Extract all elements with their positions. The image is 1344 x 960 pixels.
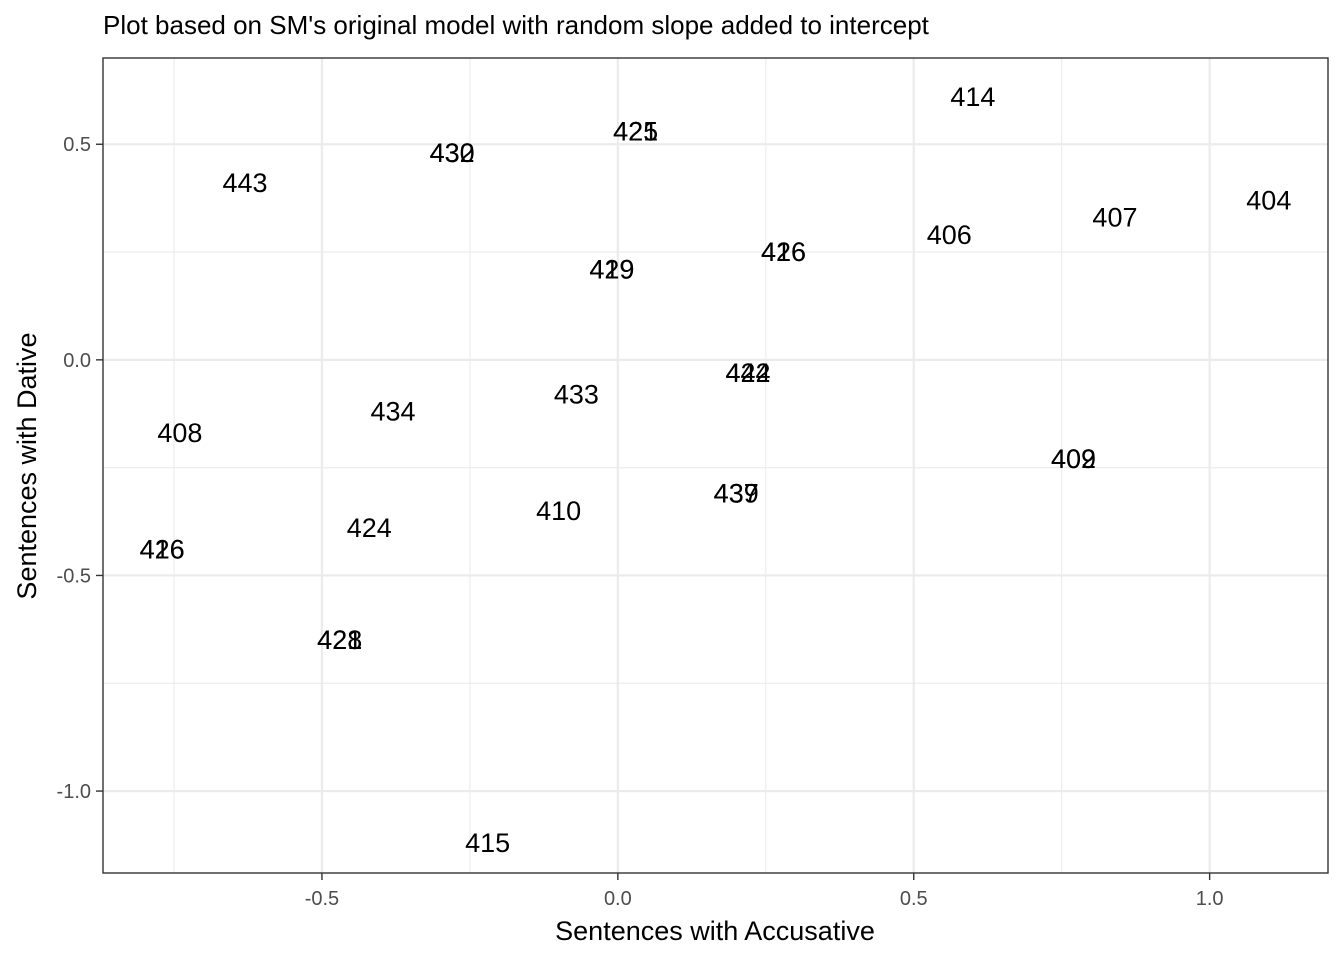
point-label-426: 426: [140, 535, 185, 565]
point-label-439: 439: [714, 479, 759, 509]
y-tick-label: 0.5: [63, 134, 91, 156]
point-label-432: 432: [430, 138, 475, 168]
point-label-434: 434: [370, 397, 415, 427]
chart-title: Plot based on SM's original model with r…: [103, 10, 930, 40]
point-label-422: 422: [726, 358, 771, 388]
point-label-428: 428: [317, 625, 362, 655]
y-tick-label: 0.0: [63, 350, 91, 372]
x-tick-label: 0.5: [900, 888, 928, 910]
point-label-424: 424: [347, 513, 392, 543]
point-label-408: 408: [157, 418, 202, 448]
point-label-419: 419: [589, 254, 634, 284]
y-tick-label: -0.5: [57, 565, 91, 587]
point-label-414: 414: [950, 82, 995, 112]
point-label-421: 421: [317, 625, 362, 655]
grid: [103, 58, 1328, 873]
point-label-406: 406: [927, 220, 972, 250]
point-label-426: 426: [761, 237, 806, 267]
point-label-437: 437: [714, 479, 759, 509]
point-label-444: 444: [726, 358, 771, 388]
plot-panel: [102, 57, 1329, 874]
x-axis-title: Sentences with Accusative: [555, 916, 875, 946]
point-label-429: 429: [589, 254, 634, 284]
x-tick-label: 0.0: [604, 888, 632, 910]
point-label-416: 416: [140, 535, 185, 565]
point-label-402: 402: [1051, 444, 1096, 474]
point-label-430: 430: [430, 138, 475, 168]
point-label-433: 433: [554, 379, 599, 409]
point-label-425: 425: [613, 116, 658, 146]
x-tick-label: 1.0: [1196, 888, 1224, 910]
point-label-421: 421: [613, 116, 658, 146]
point-label-416: 416: [761, 237, 806, 267]
y-tick-label: -1.0: [57, 781, 91, 803]
point-label-407: 407: [1092, 203, 1137, 233]
axis-ticks: -0.5 0.0 0.5 1.0 -1.0 -0.5 0.0 0.5: [57, 134, 1224, 910]
point-label-415: 415: [465, 828, 510, 858]
point-label-410: 410: [536, 496, 581, 526]
point-label-404: 404: [1246, 185, 1291, 215]
y-axis-title: Sentences with Dative: [12, 332, 42, 599]
point-label-409: 409: [1051, 444, 1096, 474]
point-labels: 4144254214304324434044074064164264194294…: [140, 82, 1292, 858]
x-tick-label: -0.5: [305, 888, 339, 910]
point-label-443: 443: [222, 168, 267, 198]
